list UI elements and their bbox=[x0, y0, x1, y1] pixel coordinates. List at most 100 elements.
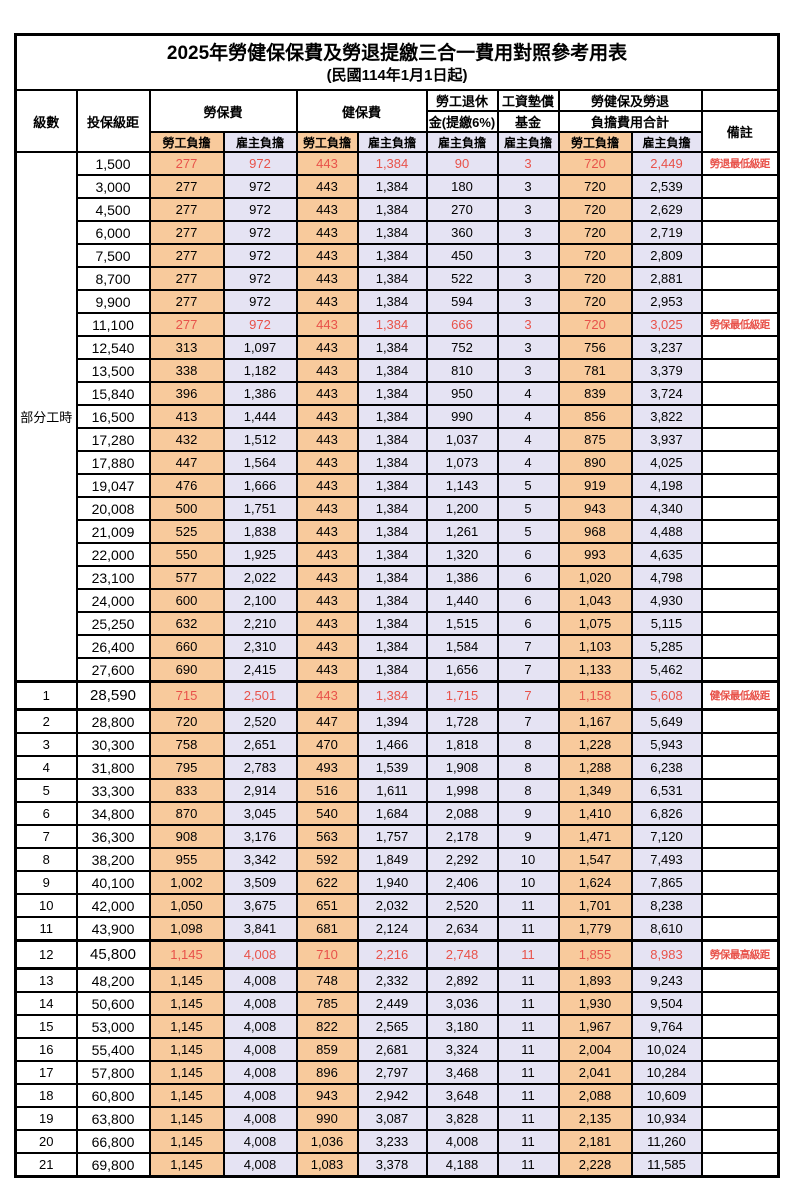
table-row: 7,500 277 972 443 1,384 450 3 720 2,809 bbox=[16, 243, 780, 268]
value-cell: 2,004 bbox=[557, 1037, 633, 1062]
value-cell: 785 bbox=[295, 991, 359, 1016]
value-cell: 1,656 bbox=[425, 657, 499, 683]
value-cell: 2,719 bbox=[630, 220, 703, 245]
table-row: 20 66,800 1,145 4,008 1,036 3,233 4,008 11 2,181… bbox=[14, 1129, 780, 1154]
value-cell: 2,124 bbox=[356, 916, 428, 942]
value-cell: 651 bbox=[295, 893, 359, 918]
header-labor-employee: 勞工負擔 bbox=[148, 131, 225, 153]
value-cell: 2,292 bbox=[425, 847, 499, 872]
value-cell: 4,340 bbox=[630, 496, 703, 521]
value-cell: 11 bbox=[496, 916, 560, 942]
value-cell: 9,764 bbox=[630, 1014, 703, 1039]
table-row: 25,250 632 2,210 443 1,384 1,515 6 1,075 5,115 bbox=[16, 611, 780, 636]
value-cell: 1,384 bbox=[356, 519, 428, 544]
value-cell: 1,384 bbox=[356, 289, 428, 314]
value-cell: 1,384 bbox=[356, 611, 428, 636]
value-cell: 563 bbox=[295, 824, 359, 849]
value-cell: 5 bbox=[496, 496, 560, 521]
value-cell: 1,624 bbox=[557, 870, 633, 895]
page-subtitle: (民國114年1月1日起) bbox=[326, 67, 468, 85]
value-cell: 632 bbox=[148, 611, 225, 636]
bracket-cell: 8,700 bbox=[75, 266, 151, 291]
table-row: 11 43,900 1,098 3,841 681 2,124 2,634 11 1,779 8,… bbox=[14, 916, 780, 942]
value-cell: 1,838 bbox=[222, 519, 298, 544]
table-row: 20,008 500 1,751 443 1,384 1,200 5 943 4,340 bbox=[16, 496, 780, 521]
value-cell: 720 bbox=[557, 289, 633, 314]
remark-cell bbox=[700, 266, 780, 291]
value-cell: 476 bbox=[148, 473, 225, 498]
value-cell: 1,145 bbox=[148, 1152, 225, 1178]
level-cell: 18 bbox=[14, 1083, 78, 1108]
value-cell: 1,036 bbox=[295, 1129, 359, 1154]
value-cell: 4 bbox=[496, 381, 560, 406]
table-title-cell: 2025年勞健保保費及勞退提繳三合一費用對照參考用表 (民國114年1月1日起) bbox=[14, 33, 780, 91]
value-cell: 2,135 bbox=[557, 1106, 633, 1131]
remark-cell: 勞保最高級距 bbox=[700, 939, 780, 970]
value-cell: 7 bbox=[496, 708, 560, 734]
table-row: 17 57,800 1,145 4,008 896 2,797 3,468 11 2,041 10… bbox=[14, 1060, 780, 1085]
value-cell: 11 bbox=[496, 967, 560, 993]
value-cell: 2,629 bbox=[630, 197, 703, 222]
value-cell: 1,384 bbox=[356, 358, 428, 383]
value-cell: 1,384 bbox=[356, 381, 428, 406]
value-cell: 1,384 bbox=[356, 496, 428, 521]
value-cell: 4,008 bbox=[222, 1106, 298, 1131]
value-cell: 443 bbox=[295, 358, 359, 383]
value-cell: 1,384 bbox=[356, 404, 428, 429]
value-cell: 720 bbox=[557, 243, 633, 268]
value-cell: 443 bbox=[295, 243, 359, 268]
value-cell: 3,724 bbox=[630, 381, 703, 406]
value-cell: 4,798 bbox=[630, 565, 703, 590]
value-cell: 2,634 bbox=[425, 916, 499, 942]
value-cell: 1,384 bbox=[356, 657, 428, 683]
table-row: 8 38,200 955 3,342 592 1,849 2,292 10 1,547 7,493 bbox=[14, 847, 780, 872]
bracket-cell: 48,200 bbox=[75, 967, 151, 993]
value-cell: 822 bbox=[295, 1014, 359, 1039]
bracket-cell: 26,400 bbox=[75, 634, 151, 659]
table-row: 12 45,800 1,145 4,008 710 2,216 2,748 11 1,855 8,… bbox=[14, 939, 780, 970]
bracket-cell: 27,600 bbox=[75, 657, 151, 683]
value-cell: 1,145 bbox=[148, 1106, 225, 1131]
value-cell: 3,036 bbox=[425, 991, 499, 1016]
table-row: 12,540 313 1,097 443 1,384 752 3 756 3,237 bbox=[16, 335, 780, 360]
bracket-cell: 38,200 bbox=[75, 847, 151, 872]
value-cell: 4,008 bbox=[222, 1152, 298, 1178]
value-cell: 10 bbox=[496, 870, 560, 895]
value-cell: 870 bbox=[148, 801, 225, 826]
value-cell: 8 bbox=[496, 755, 560, 780]
value-cell: 4,008 bbox=[222, 991, 298, 1016]
value-cell: 5 bbox=[496, 519, 560, 544]
remark-cell bbox=[700, 708, 780, 734]
value-cell: 4,008 bbox=[222, 967, 298, 993]
value-cell: 443 bbox=[295, 220, 359, 245]
value-cell: 2,942 bbox=[356, 1083, 428, 1108]
value-cell: 4 bbox=[496, 404, 560, 429]
value-cell: 11 bbox=[496, 1037, 560, 1062]
value-cell: 443 bbox=[295, 404, 359, 429]
value-cell: 2,783 bbox=[222, 755, 298, 780]
header-total-line1: 勞健保及勞退 bbox=[557, 89, 703, 112]
premium-table: 2025年勞健保保費及勞退提繳三合一費用對照參考用表 (民國114年1月1日起)… bbox=[14, 33, 781, 1178]
table-row: 18 60,800 1,145 4,008 943 2,942 3,648 11 2,088 10… bbox=[14, 1083, 780, 1108]
value-cell: 11 bbox=[496, 1106, 560, 1131]
value-cell: 3,237 bbox=[630, 335, 703, 360]
level-cell: 3 bbox=[14, 732, 78, 757]
value-cell: 443 bbox=[295, 657, 359, 683]
value-cell: 1,037 bbox=[425, 427, 499, 452]
value-cell: 443 bbox=[295, 542, 359, 567]
value-cell: 1,779 bbox=[557, 916, 633, 942]
value-cell: 690 bbox=[148, 657, 225, 683]
value-cell: 11 bbox=[496, 1129, 560, 1154]
value-cell: 1,098 bbox=[148, 916, 225, 942]
value-cell: 3,324 bbox=[425, 1037, 499, 1062]
value-cell: 2,406 bbox=[425, 870, 499, 895]
remark-cell bbox=[700, 732, 780, 757]
value-cell: 1,584 bbox=[425, 634, 499, 659]
value-cell: 3 bbox=[496, 174, 560, 199]
value-cell: 1,384 bbox=[356, 473, 428, 498]
bracket-cell: 13,500 bbox=[75, 358, 151, 383]
value-cell: 90 bbox=[425, 151, 499, 176]
value-cell: 2,914 bbox=[222, 778, 298, 803]
value-cell: 277 bbox=[148, 174, 225, 199]
value-cell: 443 bbox=[295, 335, 359, 360]
